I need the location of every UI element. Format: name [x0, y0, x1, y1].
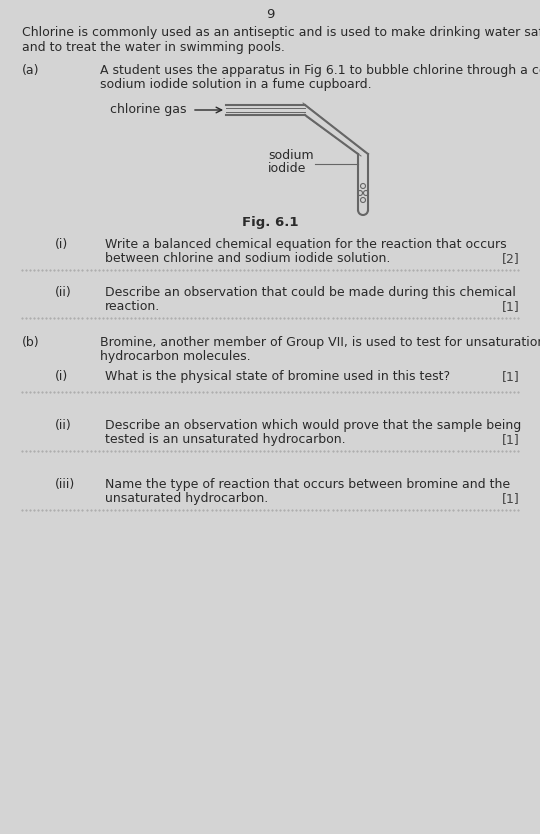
Text: [1]: [1]: [502, 492, 520, 505]
Text: (i): (i): [55, 370, 68, 383]
Text: [2]: [2]: [502, 252, 520, 265]
Text: Bromine, another member of Group VII, is used to test for unsaturation in: Bromine, another member of Group VII, is…: [100, 336, 540, 349]
Text: (ii): (ii): [55, 286, 72, 299]
Text: (b): (b): [22, 336, 39, 349]
Text: Describe an observation that could be made during this chemical: Describe an observation that could be ma…: [105, 286, 516, 299]
Text: and to treat the water in swimming pools.: and to treat the water in swimming pools…: [22, 41, 285, 54]
Text: (i): (i): [55, 238, 68, 251]
Text: [1]: [1]: [502, 300, 520, 313]
Text: unsaturated hydrocarbon.: unsaturated hydrocarbon.: [105, 492, 268, 505]
Text: [1]: [1]: [502, 433, 520, 446]
Text: Name the type of reaction that occurs between bromine and the: Name the type of reaction that occurs be…: [105, 478, 510, 491]
Text: A student uses the apparatus in Fig 6.1 to bubble chlorine through a colourless: A student uses the apparatus in Fig 6.1 …: [100, 64, 540, 77]
Text: sodium: sodium: [268, 149, 314, 162]
Text: Write a balanced chemical equation for the reaction that occurs: Write a balanced chemical equation for t…: [105, 238, 507, 251]
Text: chlorine gas: chlorine gas: [110, 103, 186, 116]
Text: sodium iodide solution in a fume cupboard.: sodium iodide solution in a fume cupboar…: [100, 78, 372, 91]
Text: Chlorine is commonly used as an antiseptic and is used to make drinking water sa: Chlorine is commonly used as an antisept…: [22, 26, 540, 39]
Text: Describe an observation which would prove that the sample being: Describe an observation which would prov…: [105, 419, 521, 432]
Text: iodide: iodide: [268, 162, 306, 175]
Text: (a): (a): [22, 64, 39, 77]
Text: (iii): (iii): [55, 478, 75, 491]
Text: reaction.: reaction.: [105, 300, 160, 313]
Text: between chlorine and sodium iodide solution.: between chlorine and sodium iodide solut…: [105, 252, 390, 265]
Text: What is the physical state of bromine used in this test?: What is the physical state of bromine us…: [105, 370, 450, 383]
Text: 9: 9: [266, 8, 274, 21]
Text: hydrocarbon molecules.: hydrocarbon molecules.: [100, 350, 251, 363]
Text: Fig. 6.1: Fig. 6.1: [242, 216, 298, 229]
Text: (ii): (ii): [55, 419, 72, 432]
Text: [1]: [1]: [502, 370, 520, 383]
Text: tested is an unsaturated hydrocarbon.: tested is an unsaturated hydrocarbon.: [105, 433, 346, 446]
